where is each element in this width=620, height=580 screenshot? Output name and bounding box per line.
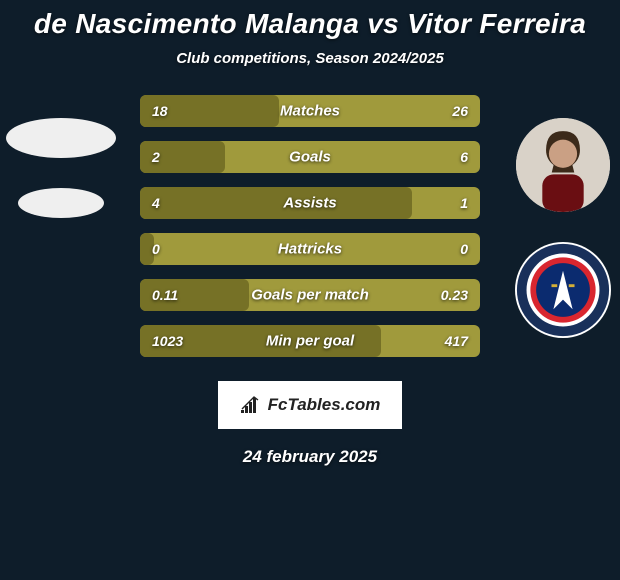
stat-label: Hattricks	[278, 241, 342, 258]
psg-logo-icon	[515, 242, 611, 338]
stat-bar-fill	[140, 187, 412, 219]
stat-row: 1023 417 Min per goal	[140, 325, 480, 357]
stat-right-value: 1	[460, 195, 468, 211]
fctables-icon	[240, 396, 262, 414]
page-title: de Nascimento Malanga vs Vitor Ferreira	[34, 8, 586, 40]
stat-right-value: 417	[445, 333, 468, 349]
stat-label: Assists	[283, 195, 336, 212]
stat-right-value: 0.23	[441, 287, 468, 303]
stat-label: Matches	[280, 103, 340, 120]
stat-left-value: 0.11	[152, 287, 178, 303]
person-silhouette-icon	[516, 118, 610, 212]
stat-left-value: 4	[152, 195, 160, 211]
stat-left-value: 2	[152, 149, 160, 165]
stat-right-value: 26	[452, 103, 468, 119]
stat-right-value: 0	[460, 241, 468, 257]
left-avatar-placeholder-oval-bottom	[18, 188, 104, 218]
stat-row: 0 0 Hattricks	[140, 233, 480, 265]
stat-row: 18 26 Matches	[140, 95, 480, 127]
fctables-watermark: FcTables.com	[218, 381, 403, 429]
subtitle: Club competitions, Season 2024/2025	[176, 50, 444, 67]
stat-label: Min per goal	[266, 333, 354, 350]
right-avatar-photo	[516, 118, 610, 212]
right-player-column	[508, 118, 618, 338]
left-avatar-placeholder-oval-top	[6, 118, 116, 158]
comparison-card: de Nascimento Malanga vs Vitor Ferreira …	[0, 0, 620, 580]
stat-left-value: 0	[152, 241, 160, 257]
date-label: 24 february 2025	[243, 447, 377, 467]
right-club-badge	[515, 242, 611, 338]
stat-row: 2 6 Goals	[140, 141, 480, 173]
stat-row: 0.11 0.23 Goals per match	[140, 279, 480, 311]
stat-row: 4 1 Assists	[140, 187, 480, 219]
fctables-label: FcTables.com	[268, 395, 381, 415]
stat-label: Goals	[289, 149, 331, 166]
stat-left-value: 1023	[152, 333, 183, 349]
left-player-column	[6, 118, 116, 218]
stat-right-value: 6	[460, 149, 468, 165]
stat-left-value: 18	[152, 103, 168, 119]
stat-label: Goals per match	[251, 287, 369, 304]
